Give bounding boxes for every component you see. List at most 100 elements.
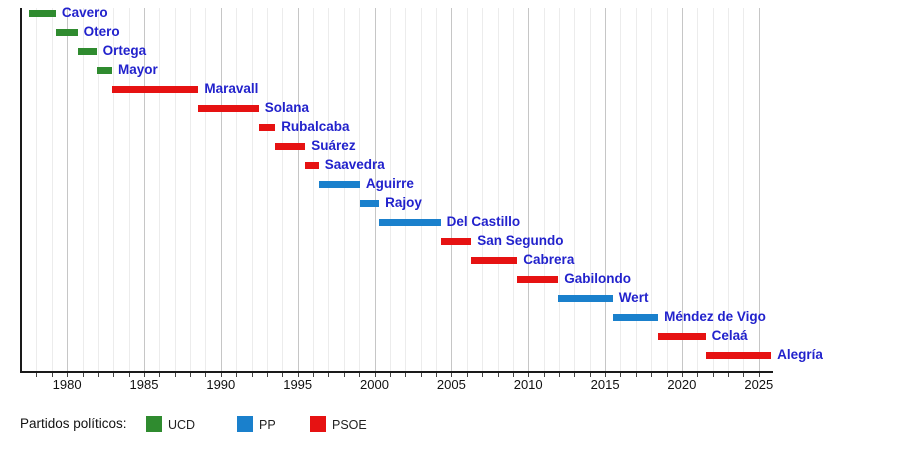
- gridline: [190, 8, 192, 371]
- minister-name-label: Solana: [264, 100, 310, 115]
- legend-swatch-ucd: [146, 416, 162, 432]
- axis-tick: [528, 373, 530, 377]
- axis-tick: [251, 373, 253, 377]
- timeline-bar: [77, 47, 97, 55]
- axis-tick: [436, 373, 437, 377]
- timeline-bar: [28, 9, 56, 17]
- timeline-bar: [440, 237, 472, 245]
- minister-name-label: Ortega: [102, 43, 147, 58]
- axis-tick: [374, 373, 376, 377]
- major-gridline: [144, 8, 145, 371]
- axis-tick: [190, 373, 192, 377]
- axis-tick: [574, 373, 576, 377]
- minister-name-label: Del Castillo: [446, 214, 521, 229]
- legend: Partidos políticos: UCD PP PSOE: [0, 414, 900, 436]
- axis-tick-label: 1995: [283, 377, 313, 392]
- axis-tick: [605, 373, 607, 377]
- axis-tick: [297, 373, 299, 377]
- minister-name-label: Cabrera: [523, 252, 575, 267]
- axis-tick: [512, 373, 514, 377]
- gridline: [436, 8, 437, 371]
- gridline: [282, 8, 284, 371]
- gridline: [666, 8, 668, 371]
- minister-name-label: Saavedra: [324, 157, 385, 172]
- gridline: [574, 8, 576, 371]
- axis-tick: [205, 373, 207, 377]
- minister-name-label: Otero: [83, 24, 120, 39]
- minister-name-label: Alegría: [777, 347, 823, 362]
- axis-tick-label: 2010: [513, 377, 543, 392]
- gridline: [251, 8, 253, 371]
- axis-tick: [128, 373, 130, 377]
- axis-tick: [405, 373, 407, 377]
- gridline: [97, 8, 99, 371]
- minister-name-label: Celaá: [711, 328, 748, 343]
- gridline: [405, 8, 407, 371]
- axis-tick: [420, 373, 422, 377]
- axis-tick: [144, 373, 145, 377]
- axis-tick: [236, 373, 238, 377]
- gridline: [743, 8, 745, 371]
- gridline: [236, 8, 238, 371]
- legend-title: Partidos políticos:: [20, 416, 127, 431]
- major-gridline: [297, 8, 299, 371]
- axis-tick: [666, 373, 668, 377]
- axis-tick-label: 2025: [744, 377, 774, 392]
- minister-name-label: Cavero: [61, 5, 108, 20]
- axis-tick: [728, 373, 729, 377]
- axis-tick: [282, 373, 284, 377]
- timeline-bar: [96, 66, 112, 74]
- timeline-bar: [258, 123, 276, 131]
- gridline: [343, 8, 345, 371]
- axis-tick: [482, 373, 484, 377]
- axis-tick: [466, 373, 468, 377]
- axis-tick: [651, 373, 653, 377]
- axis-tick: [758, 373, 760, 377]
- legend-label-ucd: UCD: [168, 418, 196, 432]
- gridline: [512, 8, 514, 371]
- axis-tick: [113, 373, 115, 377]
- axis-tick: [266, 373, 268, 377]
- axis-tick: [67, 373, 69, 377]
- major-gridline: [758, 8, 760, 371]
- minister-name-label: Maravall: [204, 81, 259, 96]
- major-gridline: [605, 8, 607, 371]
- minister-name-label: Rubalcaba: [281, 119, 350, 134]
- gridline: [113, 8, 115, 371]
- axis-tick: [36, 373, 38, 377]
- axis-tick: [635, 373, 637, 377]
- legend-label-pp: PP: [259, 418, 276, 432]
- axis-tick: [697, 373, 699, 377]
- axis-tick-label: 2005: [436, 377, 466, 392]
- axis-tick: [220, 373, 222, 377]
- gridline: [313, 8, 314, 371]
- gridline: [266, 8, 268, 371]
- gridline: [697, 8, 699, 371]
- timeline-bar: [471, 256, 518, 264]
- timeline-bar: [658, 332, 706, 340]
- axis-tick: [359, 373, 361, 377]
- axis-tick: [97, 373, 99, 377]
- axis-tick: [681, 373, 683, 377]
- axis-tick-label: 1990: [206, 377, 236, 392]
- major-gridline: [681, 8, 683, 371]
- axis-tick: [712, 373, 714, 377]
- gridline: [420, 8, 422, 371]
- gridline: [482, 8, 484, 371]
- minister-name-label: Gabilondo: [564, 271, 632, 286]
- gridline: [174, 8, 176, 371]
- timeline-bar: [318, 180, 360, 188]
- axis-tick: [451, 373, 453, 377]
- major-gridline: [220, 8, 222, 371]
- axis-tick-label: 2020: [667, 377, 697, 392]
- axis-tick: [82, 373, 84, 377]
- minister-name-label: Mayor: [118, 62, 158, 77]
- gridline: [128, 8, 130, 371]
- gridline: [36, 8, 38, 371]
- minister-name-label: Suárez: [311, 138, 356, 153]
- gridline: [620, 8, 622, 371]
- timeline-bar: [705, 351, 772, 359]
- legend-label-psoe: PSOE: [332, 418, 367, 432]
- gridline: [635, 8, 637, 371]
- gridline: [728, 8, 729, 371]
